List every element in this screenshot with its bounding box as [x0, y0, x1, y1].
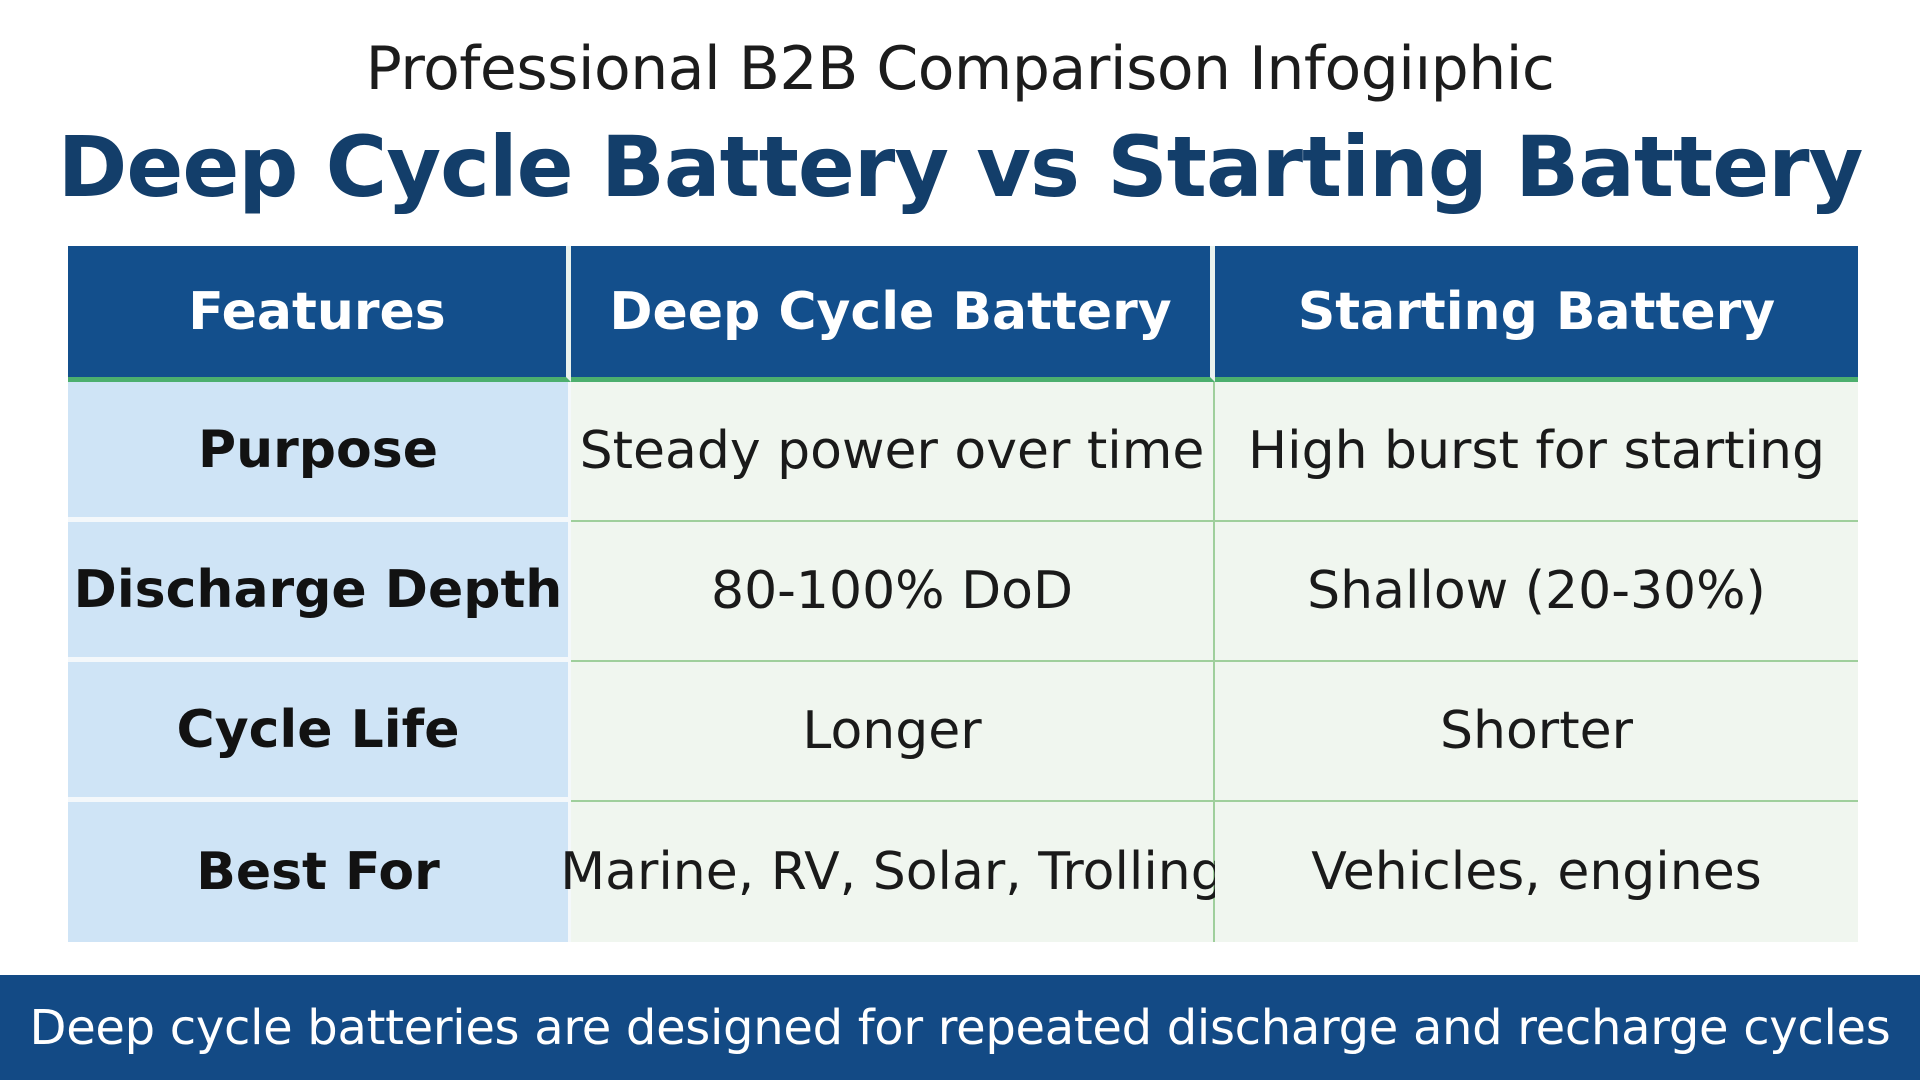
- table-row: Purpose Steady power over time High burs…: [68, 382, 1858, 522]
- feature-label: Best For: [68, 802, 571, 942]
- comparison-table: Features Deep Cycle Battery Starting Bat…: [68, 246, 1858, 942]
- footer-text: Deep cycle batteries are designed for re…: [29, 999, 1891, 1056]
- starting-value: High burst for starting: [1215, 382, 1858, 522]
- feature-label: Purpose: [68, 382, 571, 522]
- starting-value: Shorter: [1215, 662, 1858, 802]
- infographic-subtitle: Professional B2B Comparison Infogiıphic: [365, 34, 1555, 104]
- table-row: Cycle Life Longer Shorter: [68, 662, 1858, 802]
- deep-cycle-value: Steady power over time: [571, 382, 1215, 522]
- column-header-deep-cycle: Deep Cycle Battery: [571, 246, 1215, 382]
- table-row: Best For Marine, RV, Solar, Trolling Veh…: [68, 802, 1858, 942]
- column-header-features: Features: [68, 246, 571, 382]
- feature-label: Cycle Life: [68, 662, 571, 802]
- deep-cycle-value: 80-100% DoD: [571, 522, 1215, 662]
- footer-banner: Deep cycle batteries are designed for re…: [0, 975, 1920, 1080]
- feature-label: Discharge Depth: [68, 522, 571, 662]
- column-header-starting: Starting Battery: [1215, 246, 1858, 382]
- table-header-row: Features Deep Cycle Battery Starting Bat…: [68, 246, 1858, 382]
- infographic-title: Deep Cycle Battery vs Starting Battery: [57, 118, 1864, 216]
- starting-value: Shallow (20-30%): [1215, 522, 1858, 662]
- deep-cycle-value: Marine, RV, Solar, Trolling: [560, 802, 1224, 942]
- deep-cycle-value: Longer: [571, 662, 1215, 802]
- table-row: Discharge Depth 80-100% DoD Shallow (20-…: [68, 522, 1858, 662]
- starting-value: Vehicles, engines: [1215, 802, 1858, 942]
